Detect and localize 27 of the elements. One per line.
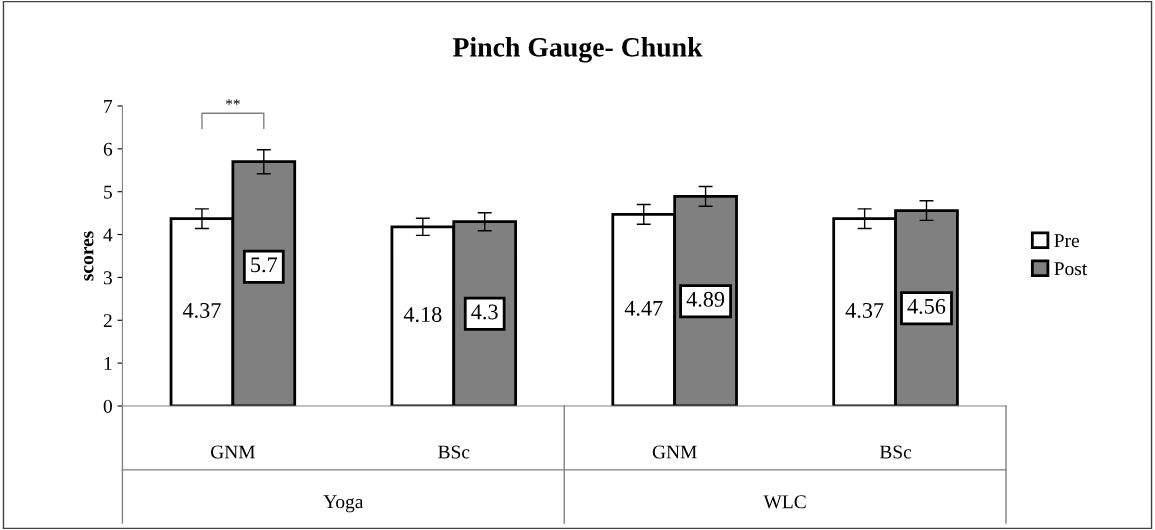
data-label: 4.37: [182, 302, 221, 318]
data-label: 4.56: [907, 298, 946, 314]
y-tick-label: 2: [103, 314, 112, 328]
y-tick-label: 4: [103, 228, 113, 242]
x-tick-label: BSc: [879, 445, 912, 459]
text: WLC: [763, 495, 806, 509]
data-label: 4.89: [686, 291, 725, 307]
y-tick-label: 6: [103, 142, 113, 156]
text: **: [225, 99, 240, 105]
legend-label: Post: [1054, 262, 1088, 276]
y-tick-label: 1: [104, 357, 112, 370]
y-tick-label: 5: [104, 185, 112, 199]
data-label: 5.7: [251, 257, 278, 273]
text: Yoga: [323, 495, 364, 513]
data-label: 4.18: [403, 306, 442, 323]
x-tick-label: BSc: [438, 445, 470, 459]
legend-label: Pre: [1054, 234, 1079, 248]
chart-title: Pinch Gauge- Chunk: [452, 37, 703, 63]
x-tick-label: GNM: [652, 445, 697, 459]
data-label: 4.37: [845, 302, 884, 318]
y-axis-title: scores: [84, 231, 94, 281]
x-tick-label: GNM: [210, 445, 255, 459]
y-tick-label: 7: [104, 100, 113, 113]
data-label: 4.47: [624, 300, 663, 316]
data-label: 4.3: [471, 304, 498, 320]
y-tick-label: 0: [103, 399, 112, 413]
y-tick-label: 3: [103, 271, 112, 285]
